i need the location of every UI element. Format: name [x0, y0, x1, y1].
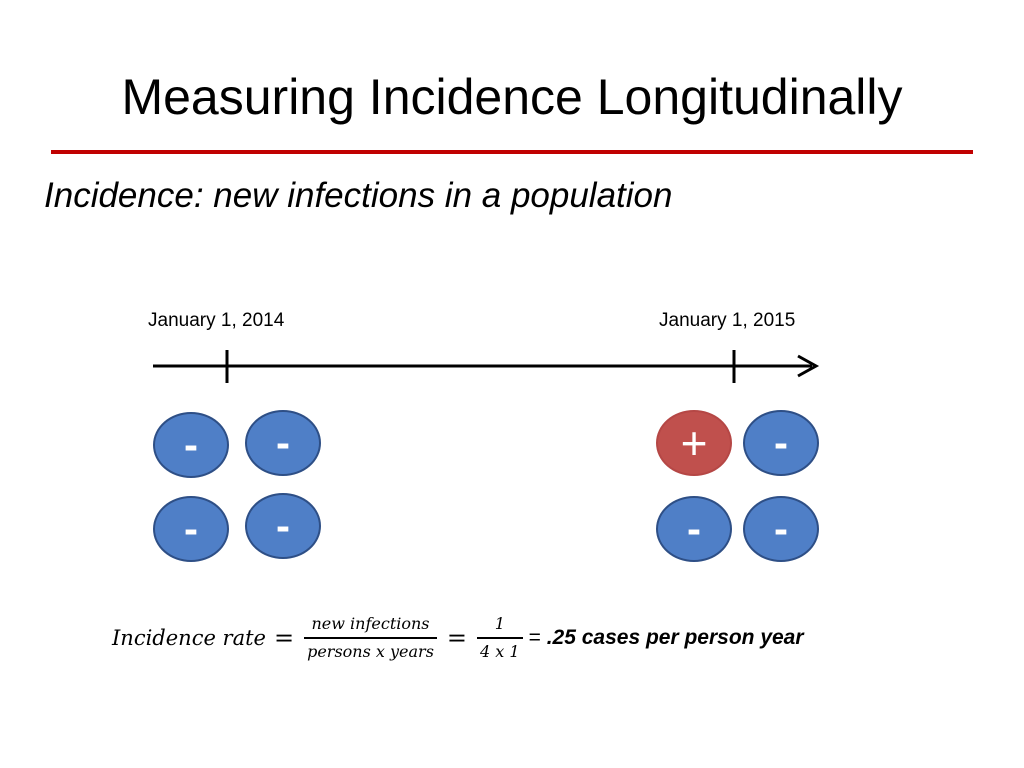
incidence-formula: Incidence rate = new infections persons …	[112, 605, 804, 671]
person-start-3: -	[153, 496, 229, 562]
person-end-3: -	[656, 496, 732, 562]
fraction-values-denominator: 4 x 1	[480, 641, 520, 661]
formula-result: = .25 cases per person year	[529, 626, 804, 650]
fraction-values: 1 4 x 1	[477, 613, 523, 663]
title-divider	[51, 150, 973, 154]
slide-subtitle: Incidence: new infections in a populatio…	[44, 176, 673, 215]
person-start-1: -	[153, 412, 229, 478]
formula-equals-1: =	[273, 624, 295, 652]
fraction-bar	[304, 637, 437, 639]
fraction-values-numerator: 1	[494, 614, 505, 634]
fraction-definition-numerator: new infections	[311, 614, 430, 634]
fraction-definition: new infections persons x years	[304, 613, 437, 663]
fraction-definition-denominator: persons x years	[307, 641, 434, 661]
result-value: .25 cases per person year	[546, 626, 804, 649]
end-date-label: January 1, 2015	[659, 310, 796, 331]
person-start-4: -	[245, 493, 321, 559]
timeline-arrowhead	[797, 354, 820, 378]
slide-title: Measuring Incidence Longitudinally	[121, 69, 903, 125]
formula-equals-2: =	[446, 624, 468, 652]
result-equals: =	[528, 626, 541, 649]
start-date-label: January 1, 2014	[148, 310, 285, 331]
formula-lhs: Incidence rate	[112, 626, 266, 650]
person-start-2: -	[245, 410, 321, 476]
person-end-4: -	[743, 496, 819, 562]
person-end-2: -	[743, 410, 819, 476]
fraction-bar	[477, 637, 523, 639]
person-end-positive: +	[656, 410, 732, 476]
